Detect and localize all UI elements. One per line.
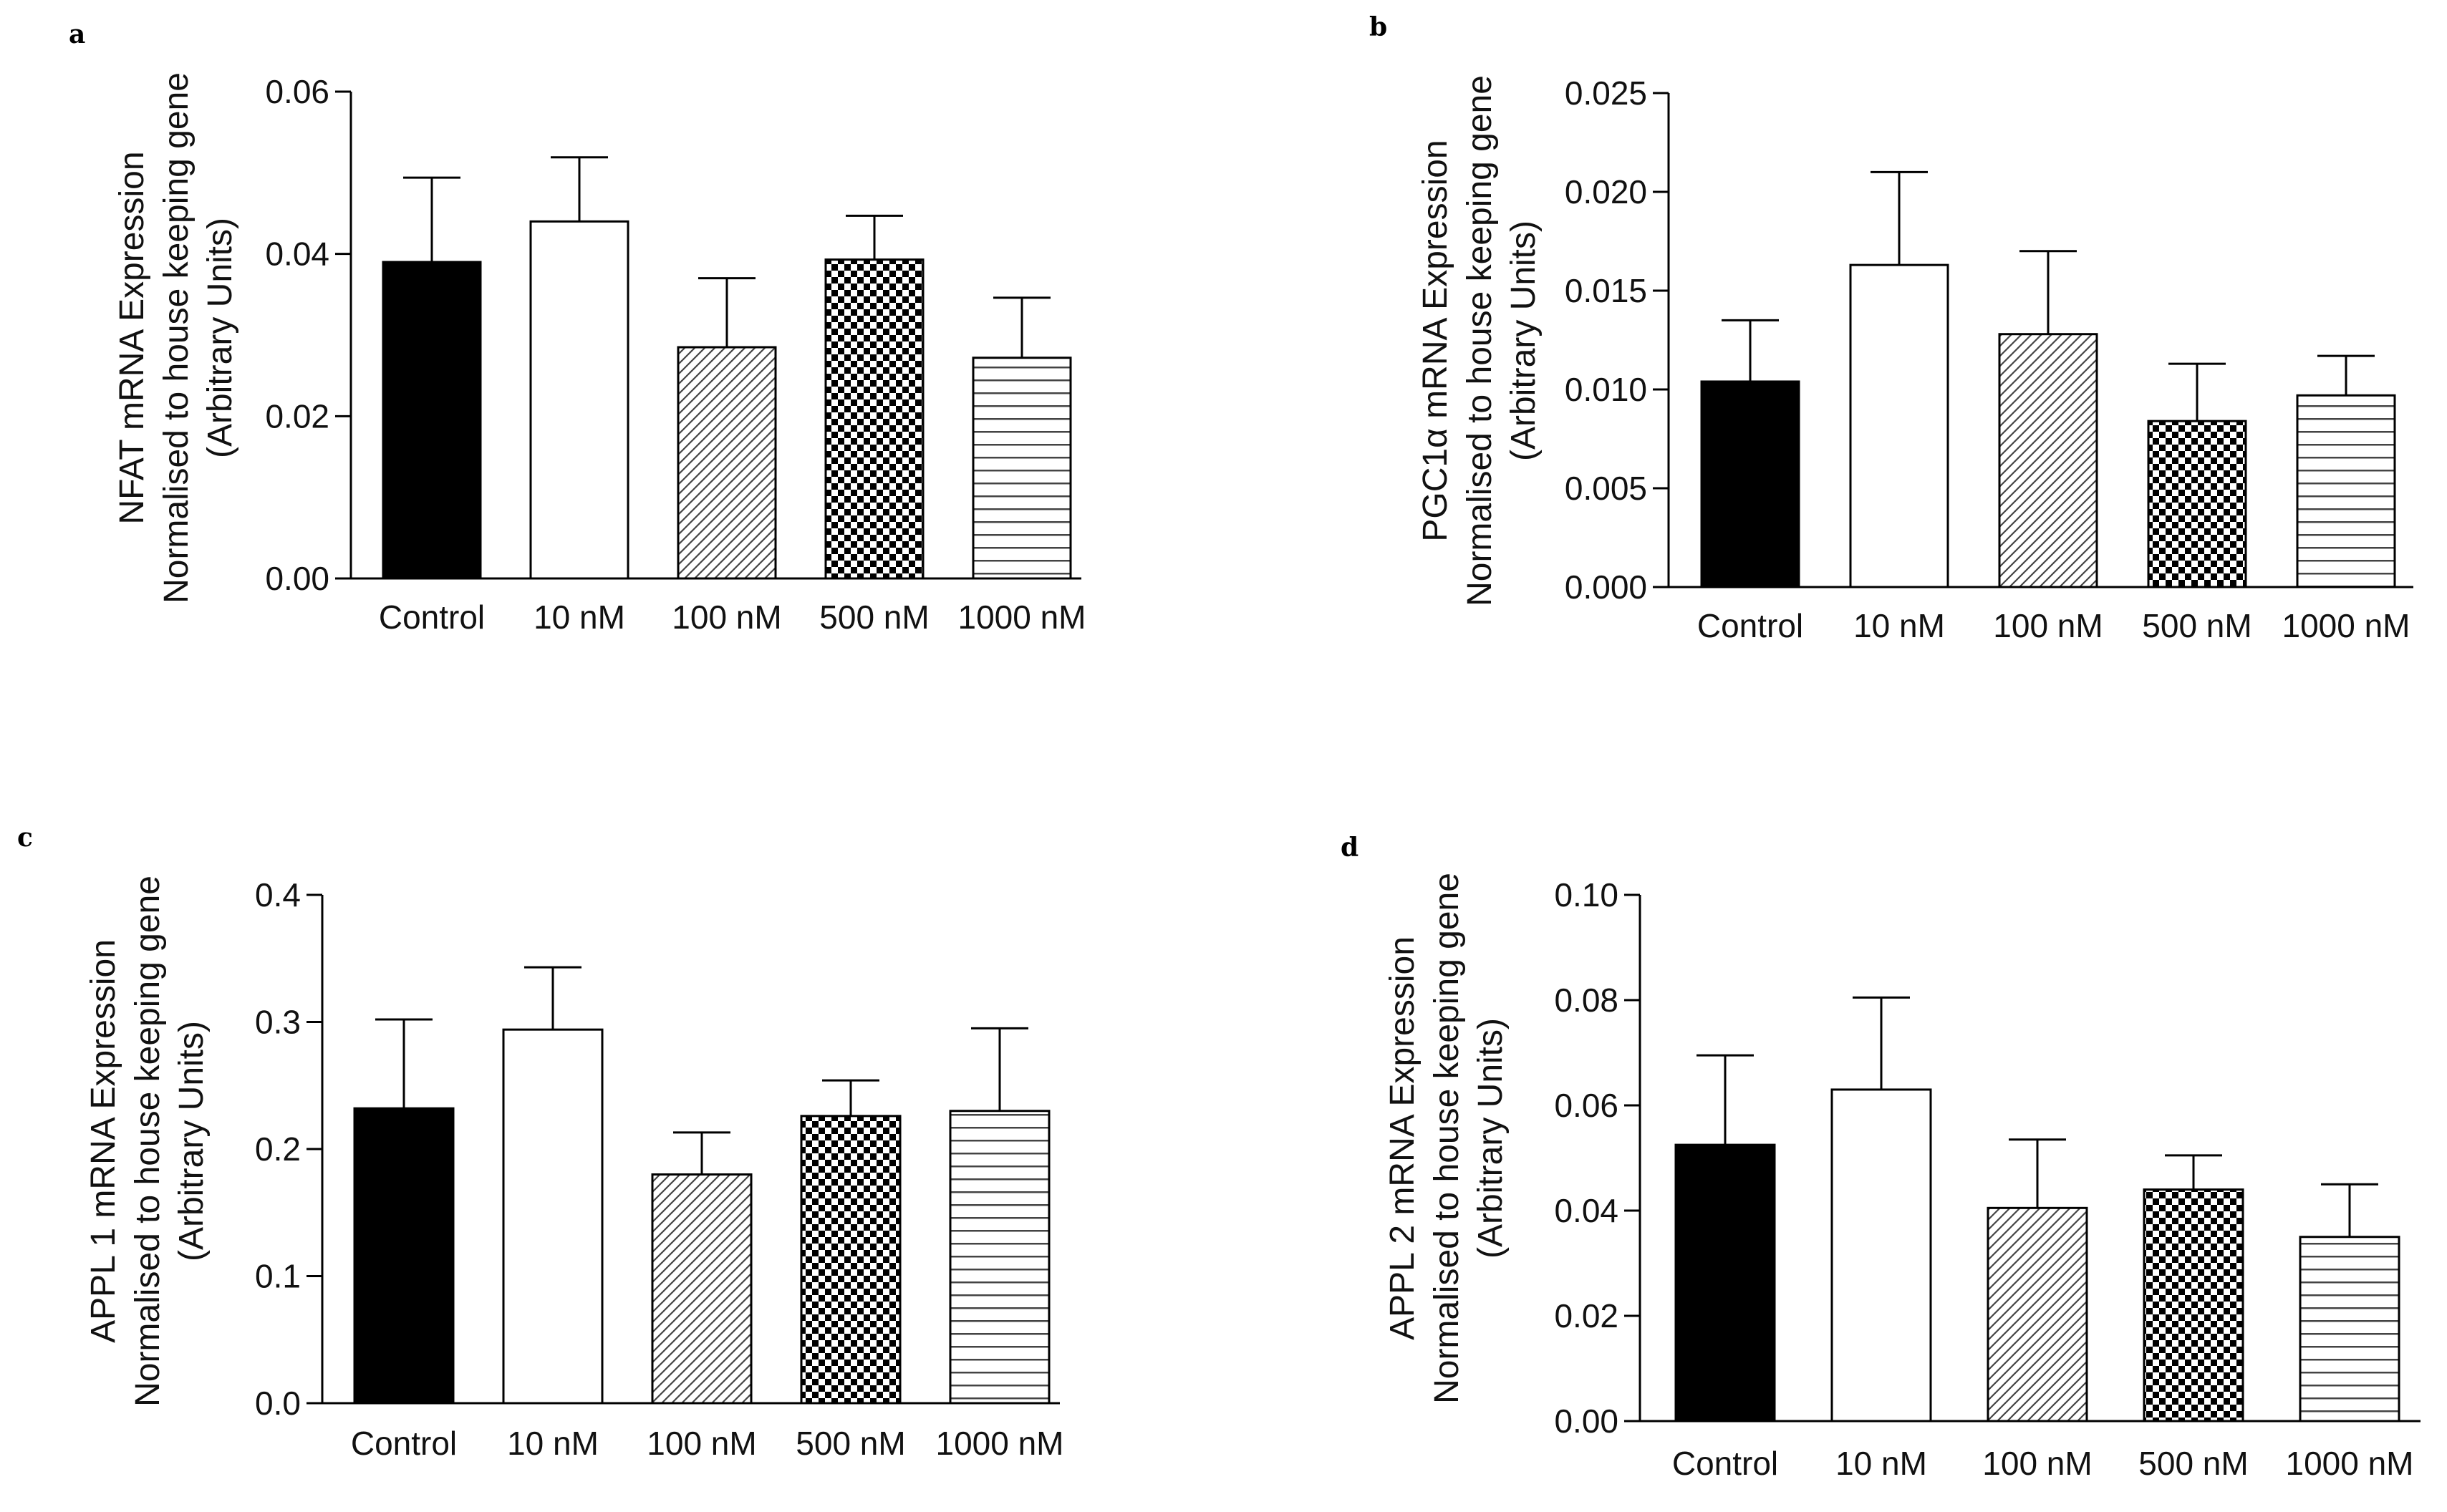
y-title-d-line3: (Arbitrary Units) xyxy=(1472,1018,1510,1259)
x-tick-label-c-0: Control xyxy=(351,1425,457,1462)
y-title-a-line3: (Arbitrary Units) xyxy=(201,218,239,458)
y-title-b-line3: (Arbitrary Units) xyxy=(1505,220,1543,461)
x-tick-label-a-1: 10 nM xyxy=(534,598,625,636)
x-tick-label-b-4: 1000 nM xyxy=(2282,607,2410,644)
y-tick-label-b-2: 0.010 xyxy=(1565,371,1647,408)
x-tick-label-c-2: 100 nM xyxy=(647,1425,756,1462)
bar-d-4 xyxy=(2299,1236,2400,1423)
panel-letter-d: d xyxy=(1341,833,1358,863)
y-tick-label-b-4: 0.020 xyxy=(1565,173,1647,210)
x-tick-label-d-3: 500 nM xyxy=(2138,1445,2248,1482)
y-tick-label-c-1: 0.1 xyxy=(255,1258,301,1295)
y-tick-label-a-0: 0.00 xyxy=(265,560,329,597)
x-tick-label-d-4: 1000 nM xyxy=(2285,1445,2413,1482)
bar-b-3 xyxy=(2147,420,2247,588)
y-title-c-line1: APPL 1 mRNA Expression xyxy=(85,939,122,1343)
x-tick-label-a-3: 500 nM xyxy=(819,598,929,636)
bar-a-2 xyxy=(677,346,777,580)
x-tick-label-c-1: 10 nM xyxy=(507,1425,599,1462)
bar-d-0 xyxy=(1674,1143,1776,1423)
x-tick-label-d-1: 10 nM xyxy=(1835,1445,1927,1482)
x-tick-label-b-1: 10 nM xyxy=(1853,607,1945,644)
y-title-c-line3: (Arbitrary Units) xyxy=(173,1021,211,1261)
y-title-c-line2: Normalised to house keeping gene xyxy=(129,876,167,1407)
x-tick-label-d-0: Control xyxy=(1672,1445,1778,1482)
bar-b-0 xyxy=(1700,380,1800,588)
panel-d: d APPL 2 mRNA Expression Normalised to h… xyxy=(1341,833,2421,1482)
y-tick-label-b-5: 0.025 xyxy=(1565,74,1647,112)
panel-letter-b: b xyxy=(1369,12,1387,42)
y-axis-title-d: APPL 2 mRNA Expression Normalised to hou… xyxy=(1384,873,1510,1404)
bar-b-1 xyxy=(1849,263,1949,588)
y-title-a-line1: NFAT mRNA Expression xyxy=(113,151,151,524)
plot-b: 0.000 0.005 0.010 0.015 0.020 0.025 Control 10 … xyxy=(1565,74,2413,644)
x-tick-label-c-3: 500 nM xyxy=(796,1425,905,1462)
bar-a-4 xyxy=(972,357,1072,580)
y-tick-label-b-3: 0.015 xyxy=(1565,272,1647,309)
y-tick-label-d-2: 0.04 xyxy=(1554,1192,1618,1229)
bar-d-1 xyxy=(1830,1088,1932,1423)
bar-c-4 xyxy=(949,1110,1051,1405)
y-axis-title-a: NFAT mRNA Expression Normalised to house… xyxy=(113,72,239,604)
y-tick-label-a-1: 0.02 xyxy=(265,397,329,435)
y-tick-label-d-4: 0.08 xyxy=(1554,982,1618,1019)
bar-b-4 xyxy=(2296,394,2396,588)
y-title-d-line1: APPL 2 mRNA Expression xyxy=(1384,936,1422,1340)
bar-d-3 xyxy=(2143,1188,2244,1423)
y-tick-label-c-2: 0.2 xyxy=(255,1130,301,1168)
x-tick-label-a-2: 100 nM xyxy=(672,598,781,636)
y-axis-title-b: PGC1α mRNA Expression Normalised to hous… xyxy=(1416,75,1543,606)
panel-letter-a: a xyxy=(69,19,85,49)
bar-c-2 xyxy=(651,1173,753,1405)
y-tick-label-c-3: 0.3 xyxy=(255,1004,301,1041)
x-tick-label-c-4: 1000 nM xyxy=(935,1425,1063,1462)
y-tick-label-d-5: 0.10 xyxy=(1554,876,1618,914)
y-tick-label-a-3: 0.06 xyxy=(265,73,329,110)
y-tick-label-d-3: 0.06 xyxy=(1554,1087,1618,1124)
plot-a: 0.00 0.02 0.04 0.06 Control 10 nM 100 nM 500 nM… xyxy=(265,73,1086,636)
y-tick-label-d-1: 0.02 xyxy=(1554,1297,1618,1334)
y-tick-label-a-2: 0.04 xyxy=(265,236,329,273)
bar-a-1 xyxy=(529,220,629,580)
panel-letter-c: c xyxy=(17,823,33,853)
y-tick-label-b-1: 0.005 xyxy=(1565,470,1647,507)
panel-a: a NFAT mRNA Expression Normalised to hou… xyxy=(69,19,1086,636)
bar-a-0 xyxy=(382,261,482,580)
x-tick-label-b-0: Control xyxy=(1697,607,1803,644)
x-tick-label-b-3: 500 nM xyxy=(2142,607,2251,644)
bar-c-3 xyxy=(800,1115,902,1405)
y-title-a-line2: Normalised to house keeping gene xyxy=(158,72,196,604)
y-title-b-line1: PGC1α mRNA Expression xyxy=(1416,140,1454,541)
y-axis-title-c: APPL 1 mRNA Expression Normalised to hou… xyxy=(85,876,211,1407)
y-tick-label-c-0: 0.0 xyxy=(255,1385,301,1422)
panel-c: c APPL 1 mRNA Expression Normalised to h… xyxy=(17,823,1064,1462)
bar-a-3 xyxy=(824,258,925,580)
y-tick-label-b-0: 0.000 xyxy=(1565,568,1647,606)
plot-c: 0.0 0.1 0.2 0.3 0.4 Control 10 nM 100 nM 500 nM 1… xyxy=(255,876,1063,1462)
x-tick-label-a-0: Control xyxy=(379,598,485,636)
bar-b-2 xyxy=(1998,333,2098,588)
y-title-b-line2: Normalised to house keeping gene xyxy=(1461,75,1499,606)
y-tick-label-d-0: 0.00 xyxy=(1554,1402,1618,1440)
y-tick-label-c-4: 0.4 xyxy=(255,876,301,914)
y-title-d-line2: Normalised to house keeping gene xyxy=(1428,873,1466,1404)
x-tick-label-b-2: 100 nM xyxy=(1993,607,2103,644)
plot-d: 0.00 0.02 0.04 0.06 0.08 0.10 Control 10 nM 100 … xyxy=(1554,876,2421,1482)
x-tick-label-d-2: 100 nM xyxy=(1982,1445,2092,1482)
bar-c-0 xyxy=(353,1107,455,1405)
bar-d-2 xyxy=(1987,1206,2088,1423)
panel-b: b PGC1α mRNA Expression Normalised to ho… xyxy=(1369,12,2413,644)
x-tick-label-a-4: 1000 nM xyxy=(957,598,1086,636)
bar-c-1 xyxy=(502,1028,604,1405)
